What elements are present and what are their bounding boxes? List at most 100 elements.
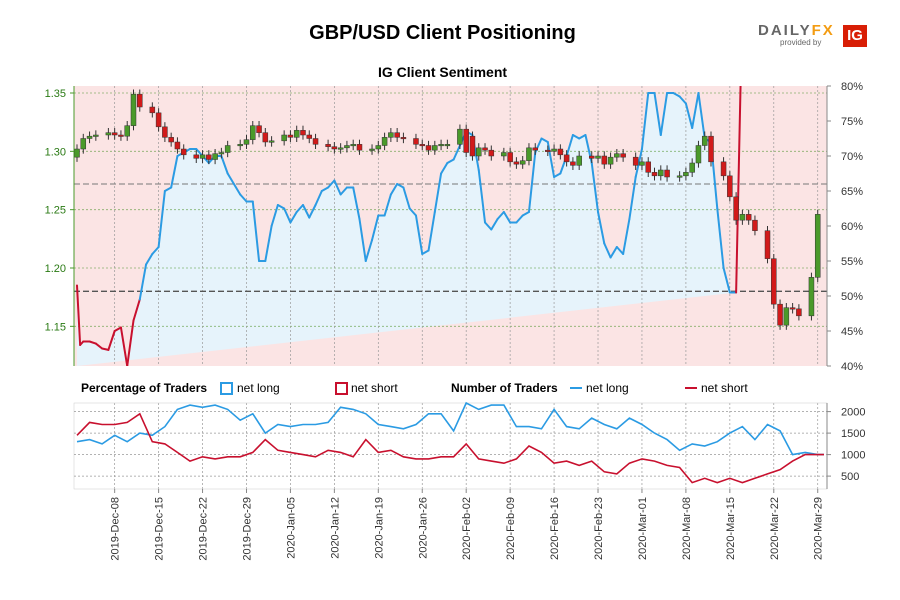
sentiment-segment [502, 211, 512, 224]
candle-body [771, 258, 777, 305]
sentiment-segment [515, 214, 524, 224]
candle-body [595, 155, 601, 159]
candle-body [683, 172, 689, 177]
right-axis-label: 65% [841, 186, 863, 198]
sentiment-segment [546, 141, 556, 178]
sentiment-segment [672, 92, 681, 98]
candle-body [111, 132, 118, 136]
left-axis-label: 1.25 [45, 205, 66, 217]
x-axis-label: 2020-Mar-22 [769, 497, 781, 560]
sentiment-segment [477, 169, 487, 224]
sentiment-segment [251, 200, 261, 262]
candle-body [563, 154, 570, 163]
sentiment-segment [521, 211, 530, 217]
logo-wordmark: DAILYFX [758, 22, 835, 39]
left-axis-label: 1.15 [45, 321, 66, 333]
sentiment-segment [352, 186, 361, 220]
candle-body [444, 144, 451, 147]
candle-body [86, 135, 93, 139]
candle-body [551, 148, 557, 152]
candle-body [400, 137, 407, 140]
sentiment-segment [402, 186, 411, 210]
candle-body [325, 144, 331, 147]
candle-body [438, 144, 444, 147]
sentiment-segment [590, 162, 600, 213]
candle-body [664, 169, 670, 178]
candle-body [124, 125, 130, 137]
count-axis-label: 2000 [841, 407, 865, 419]
sentiment-segment [333, 179, 342, 196]
sentiment-segment [484, 221, 493, 231]
candle-body [708, 135, 714, 163]
sentiment-segment [295, 204, 304, 213]
candle-body [789, 307, 796, 310]
sentiment-segment [232, 183, 242, 196]
candle-body [796, 308, 802, 317]
sentiment-segment [452, 144, 461, 161]
candle-body [224, 145, 231, 153]
sentiment-segment [722, 267, 731, 294]
sentiment-segment [308, 204, 317, 219]
sentiment-segment [446, 158, 455, 164]
x-axis-label: 2019-Dec-08 [110, 497, 122, 561]
sentiment-segment [421, 249, 430, 255]
candle-body [369, 148, 375, 151]
left-axis-label: 1.20 [45, 263, 66, 275]
candle-body [162, 126, 168, 138]
candle-body [105, 132, 112, 136]
candle-body [331, 146, 338, 150]
candle-body [168, 137, 174, 143]
candle-body [388, 132, 394, 138]
legend-num-long: net long [586, 381, 629, 395]
sentiment-segment [553, 172, 562, 178]
candle-body [727, 175, 733, 198]
candle-body [237, 144, 243, 147]
right-axis-label: 75% [841, 116, 863, 128]
candle-body [814, 214, 821, 278]
sentiment-segment [283, 207, 292, 224]
count-net-long-line [76, 401, 824, 456]
right-axis-label: 50% [841, 291, 863, 303]
right-axis-label: 60% [841, 221, 863, 233]
sentiment-segment [427, 211, 436, 252]
candle-body [137, 93, 143, 108]
candle-body [588, 155, 595, 159]
x-axis-label: 2019-Dec-22 [198, 497, 210, 561]
sentiment-segment [132, 298, 141, 322]
candle-body [658, 169, 664, 177]
sentiment-segment [327, 179, 336, 189]
sentiment-segment [226, 172, 235, 185]
candle-body [783, 307, 790, 326]
candle-body [639, 161, 645, 166]
legend-pct-long: net long [237, 381, 280, 395]
count-axis-label: 500 [841, 471, 859, 483]
sentiment-segment [408, 207, 417, 217]
candle-body [312, 138, 319, 145]
x-axis-label: 2020-Jan-19 [373, 497, 385, 559]
candle-body [501, 152, 507, 157]
candle-body [720, 161, 727, 177]
sentiment-segment [94, 342, 104, 350]
candle-body [689, 162, 695, 173]
sentiment-segment [383, 193, 392, 217]
x-axis-label: 2020-Jan-12 [329, 497, 341, 559]
candle-body [350, 144, 356, 147]
sentiment-segment [571, 134, 581, 140]
x-axis-label: 2020-Feb-09 [505, 497, 517, 560]
candle-body [130, 93, 137, 126]
x-axis-label: 2020-Mar-15 [725, 497, 737, 560]
candle-body [488, 149, 495, 157]
legend-num-title: Number of Traders [451, 381, 558, 395]
candle-body [293, 130, 300, 138]
legend-pct-long-swatch [220, 382, 233, 395]
candle-body [676, 175, 683, 178]
candle-body [507, 152, 513, 163]
candle-body [519, 160, 526, 165]
candle-body [155, 112, 162, 128]
chart-subtitle: IG Client Sentiment [377, 64, 508, 80]
candle-body [268, 140, 275, 143]
candle-body [180, 148, 187, 156]
x-axis-label: 2020-Mar-01 [637, 497, 649, 560]
sentiment-segment [239, 193, 248, 203]
sentiment-segment [358, 218, 367, 262]
